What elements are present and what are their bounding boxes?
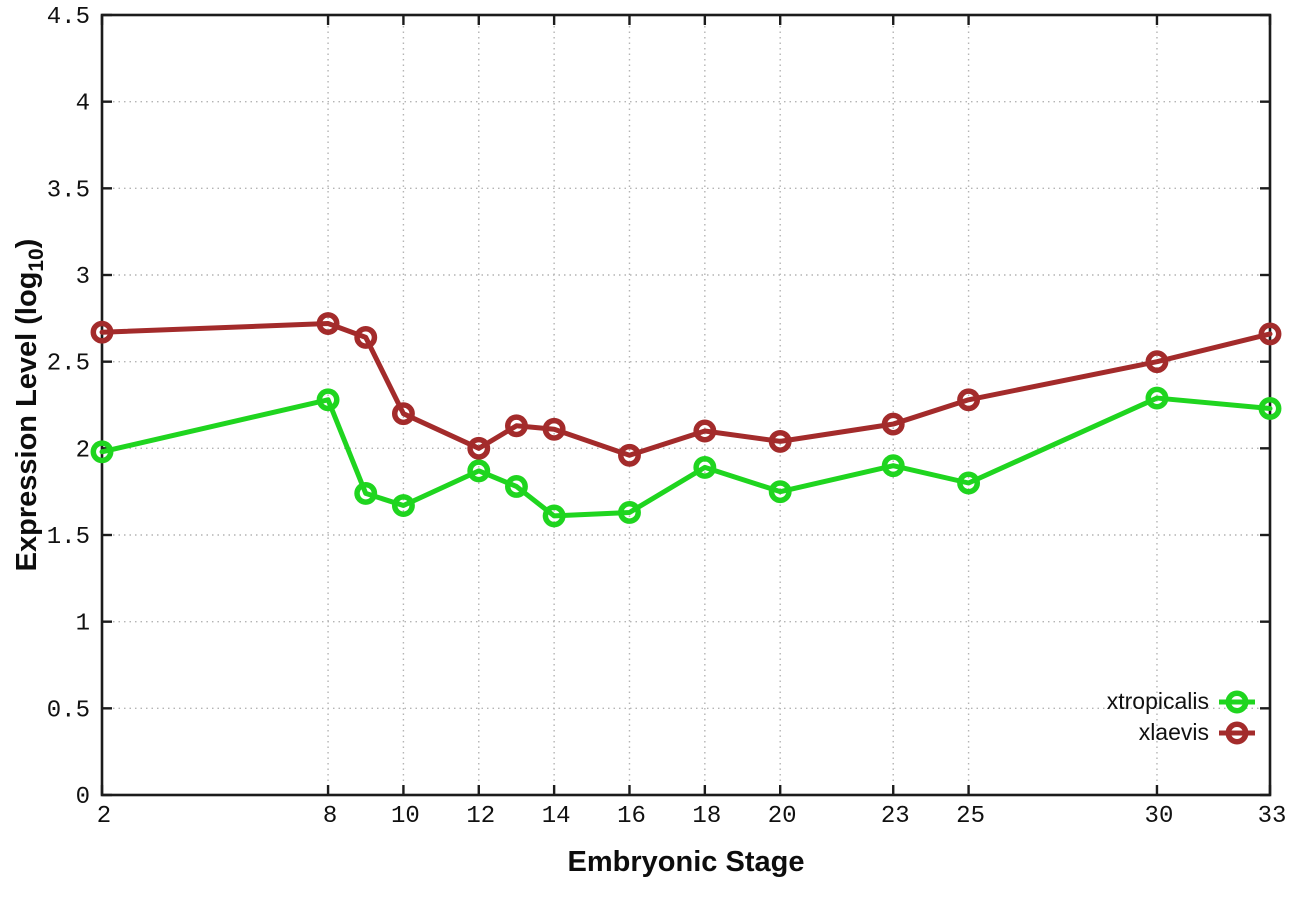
y-tick-label-0: 0	[76, 784, 90, 811]
x-tick-label-14: 14	[542, 803, 571, 830]
y-axis-title-subscript: 10	[24, 248, 48, 272]
x-tick-label-16: 16	[617, 803, 646, 830]
point-xtropicalis-stage-16	[618, 501, 641, 524]
x-tick-label-2: 2	[97, 803, 111, 830]
x-tick-label-23: 23	[881, 803, 910, 830]
legend: xtropicalis xlaevis	[1107, 686, 1256, 748]
point-xtropicalis-stage-8	[316, 388, 340, 412]
point-xlaevis-stage-23	[881, 412, 905, 436]
point-xtropicalis-stage-13	[505, 475, 528, 498]
x-tick-label-30: 30	[1145, 803, 1174, 830]
legend-label-xtropicalis: xtropicalis	[1106, 688, 1209, 714]
y-tick-label-2.5: 2.5	[47, 351, 90, 378]
point-xtropicalis-stage-30	[1145, 386, 1169, 410]
point-xlaevis-stage-33	[1258, 322, 1282, 346]
legend-label-xlaevis: xlaevis	[1138, 719, 1209, 745]
y-tick-label-1: 1	[76, 611, 90, 638]
point-xlaevis-stage-16	[618, 443, 641, 467]
x-tick-label-12: 12	[466, 803, 495, 830]
point-xtropicalis-stage-20	[768, 480, 792, 504]
plot-border	[100, 13, 1272, 797]
point-xlaevis-stage-14	[542, 417, 566, 441]
point-xtropicalis-stage-14	[542, 504, 566, 528]
point-xtropicalis-stage-33	[1258, 397, 1282, 420]
legend-marker-xtropicalis-icon	[1219, 690, 1255, 713]
series-line-xtropicalis	[99, 395, 1273, 519]
point-xlaevis-stage-9	[354, 325, 378, 349]
y-tick-label-1.5: 1.5	[47, 524, 90, 551]
point-xlaevis-stage-30	[1145, 350, 1169, 374]
point-xtropicalis-stage-10	[391, 494, 415, 517]
point-xlaevis-stage-2	[90, 320, 114, 344]
point-xlaevis-stage-10	[391, 402, 415, 426]
point-xlaevis-stage-20	[768, 429, 792, 453]
y-tick-label-3.5: 3.5	[47, 177, 90, 204]
y-axis-title-text: Expression Level (log	[11, 271, 44, 572]
point-xlaevis-stage-25	[957, 388, 981, 412]
point-xtropicalis-stage-2	[90, 440, 114, 464]
x-tick-label-8: 8	[323, 803, 337, 830]
y-tick-label-0.5: 0.5	[47, 697, 90, 724]
legend-item-xtropicalis: xtropicalis	[1107, 686, 1256, 717]
point-xlaevis-stage-12	[467, 436, 491, 460]
series-line-xlaevis	[99, 321, 1273, 458]
point-xtropicalis-stage-23	[881, 454, 905, 478]
point-xlaevis-stage-18	[693, 419, 717, 443]
y-tick-label-3: 3	[76, 264, 90, 291]
y-tick-label-2: 2	[76, 437, 90, 464]
x-tick-label-10: 10	[391, 803, 420, 830]
x-tick-label-18: 18	[692, 803, 721, 830]
y-axis-title-close: )	[11, 238, 44, 249]
x-axis-title: Embryonic Stage	[567, 846, 805, 878]
y-axis-title: Expression Level (log10)	[11, 239, 49, 572]
point-xtropicalis-stage-18	[693, 455, 717, 479]
point-xlaevis-stage-13	[505, 414, 528, 438]
point-xtropicalis-stage-9	[354, 481, 378, 505]
point-xtropicalis-stage-12	[467, 459, 491, 483]
legend-marker-xlaevis-icon	[1219, 721, 1255, 744]
x-tick-label-25: 25	[956, 803, 985, 830]
x-tick-label-33: 33	[1258, 803, 1287, 830]
x-tick-label-20: 20	[768, 803, 797, 830]
y-tick-label-4.5: 4.5	[47, 4, 90, 31]
point-xlaevis-stage-8	[316, 312, 340, 335]
y-tick-label-4: 4	[76, 91, 90, 118]
point-xtropicalis-stage-25	[957, 471, 981, 495]
legend-item-xlaevis: xlaevis	[1107, 717, 1256, 748]
